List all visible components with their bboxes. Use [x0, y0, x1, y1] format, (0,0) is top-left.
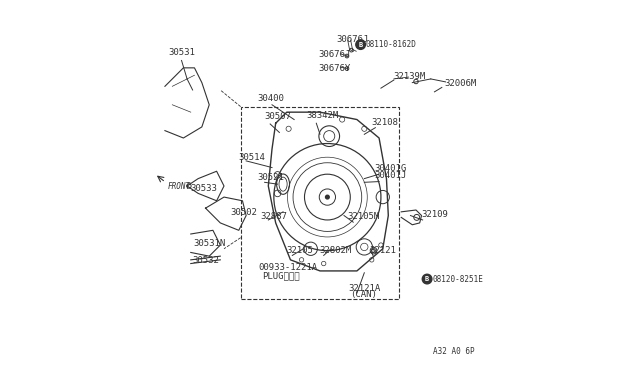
Text: 08120-8251E: 08120-8251E [432, 275, 483, 283]
Text: 30400: 30400 [258, 94, 285, 103]
Text: 32802M: 32802M [319, 246, 351, 255]
Text: 30521: 30521 [257, 173, 284, 182]
Text: 32121: 32121 [370, 246, 397, 255]
Text: 30676J: 30676J [337, 35, 369, 44]
Text: A32 A0 6P: A32 A0 6P [433, 347, 475, 356]
Text: 30531: 30531 [168, 48, 195, 57]
Text: 30533: 30533 [190, 185, 217, 193]
Text: B: B [358, 42, 363, 48]
Text: 30502: 30502 [230, 208, 257, 217]
Text: 32139M: 32139M [394, 72, 426, 81]
Text: 30514: 30514 [238, 153, 265, 162]
Text: PLUGプラグ: PLUGプラグ [262, 271, 300, 280]
Circle shape [356, 40, 365, 49]
Bar [241, 107, 399, 299]
Text: 30401G: 30401G [374, 164, 407, 173]
Text: 38342M: 38342M [306, 111, 338, 121]
Text: 32108: 32108 [371, 118, 398, 127]
Text: FRONT: FRONT [168, 182, 191, 191]
Text: 32105M: 32105M [348, 212, 380, 221]
Text: B: B [425, 276, 429, 282]
Text: (CAN): (CAN) [350, 291, 377, 299]
Text: 08110-8162D: 08110-8162D [366, 40, 417, 49]
Text: 30532: 30532 [193, 256, 220, 265]
Text: 32105: 32105 [286, 246, 313, 255]
Text: 32006M: 32006M [445, 79, 477, 88]
Circle shape [422, 274, 432, 284]
Text: 30531N: 30531N [194, 239, 226, 248]
Text: 30401J: 30401J [374, 171, 407, 180]
Text: 30676Y: 30676Y [319, 64, 351, 73]
Text: 32109: 32109 [422, 210, 449, 219]
Text: 32121A: 32121A [349, 284, 381, 293]
Text: 30676J: 30676J [319, 50, 351, 59]
Circle shape [326, 195, 329, 199]
Text: 32887: 32887 [260, 212, 287, 221]
Text: 00933-1221A: 00933-1221A [258, 263, 317, 272]
Text: 30507: 30507 [264, 112, 291, 121]
